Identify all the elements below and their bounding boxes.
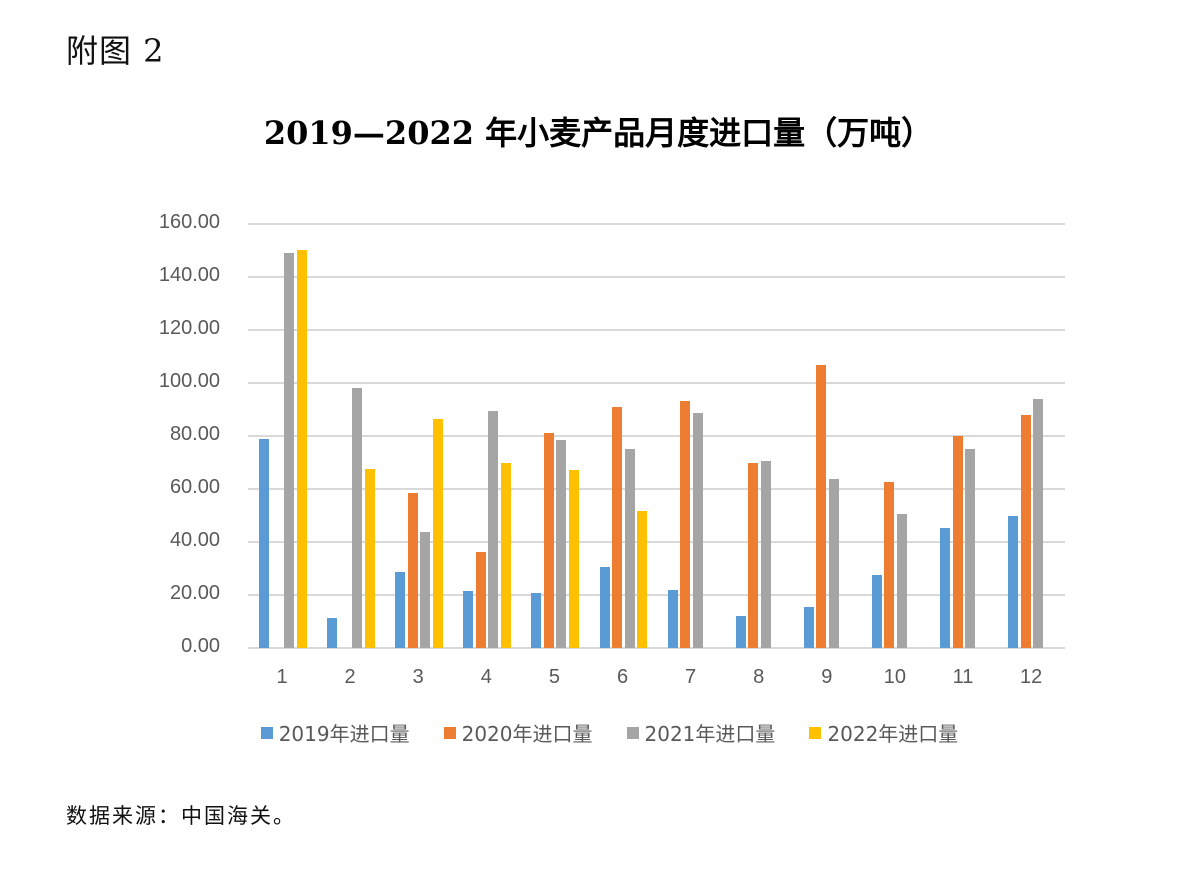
bar-2020-month-8 bbox=[748, 462, 759, 648]
bar-2020-month-6 bbox=[612, 407, 622, 648]
figure-label: 附图 2 bbox=[66, 32, 165, 70]
bar-2020-month-9 bbox=[816, 364, 827, 648]
bar-2021-month-7 bbox=[692, 413, 703, 648]
bar-2021-month-9 bbox=[828, 478, 839, 648]
x-tick-label: 3 bbox=[412, 666, 424, 688]
bar-2022-month-4 bbox=[500, 463, 511, 648]
y-tick-label: 40.00 bbox=[169, 529, 220, 551]
y-tick-label: 20.00 bbox=[169, 582, 220, 604]
x-tick-label: 6 bbox=[616, 666, 629, 688]
bar-2021-month-1 bbox=[284, 253, 294, 648]
gridline bbox=[248, 223, 1065, 225]
bar-2020-month-7 bbox=[680, 401, 691, 648]
y-tick-label: 120.00 bbox=[158, 317, 220, 339]
bar-2019-month-3 bbox=[395, 572, 406, 648]
bar-2020-month-11 bbox=[952, 436, 963, 648]
bar-2019-month-6 bbox=[599, 566, 610, 648]
bar-2022-month-6 bbox=[637, 510, 647, 648]
bar-2021-month-4 bbox=[488, 411, 499, 648]
bar-2020-month-10 bbox=[884, 481, 895, 648]
legend-label: 2021年进口量 bbox=[644, 722, 776, 746]
y-tick-label: 80.00 bbox=[169, 423, 220, 445]
bar-2019-month-7 bbox=[667, 589, 678, 648]
legend-item: 2019年进口量 bbox=[260, 718, 410, 747]
bar-2021-month-8 bbox=[760, 460, 771, 648]
gridline bbox=[248, 541, 1065, 543]
bar-2021-month-2 bbox=[352, 388, 363, 648]
x-tick-label: 8 bbox=[753, 666, 765, 688]
bar-2019-month-12 bbox=[1008, 516, 1019, 648]
bar-2020-month-12 bbox=[1020, 414, 1031, 648]
bar-2020-month-5 bbox=[543, 432, 554, 648]
bar-2019-month-4 bbox=[463, 591, 474, 648]
gridline bbox=[248, 488, 1065, 490]
y-tick-label: 0.00 bbox=[181, 635, 220, 657]
x-tick-label: 1 bbox=[276, 666, 288, 688]
gridline bbox=[248, 435, 1065, 437]
x-tick-label: 12 bbox=[1019, 666, 1043, 688]
bar-2021-month-5 bbox=[556, 440, 567, 648]
y-tick-label: 160.00 bbox=[158, 211, 220, 233]
gridline bbox=[248, 329, 1065, 331]
bar-2019-month-10 bbox=[871, 574, 882, 648]
bar-2019-month-9 bbox=[803, 606, 814, 648]
bar-2019-month-11 bbox=[940, 527, 950, 648]
chart-legend: 2019年进口量 2020年进口量 2021年进口量 2022年进口量 bbox=[0, 718, 1197, 747]
legend-item: 2021年进口量 bbox=[626, 718, 776, 747]
legend-label: 2022年进口量 bbox=[827, 722, 959, 746]
bar-2020-month-3 bbox=[407, 492, 418, 648]
bar-2022-month-3 bbox=[432, 419, 443, 648]
bar-2022-month-2 bbox=[364, 468, 375, 648]
y-tick-label: 60.00 bbox=[169, 476, 220, 498]
legend-swatch-icon bbox=[626, 726, 639, 739]
bar-2019-month-8 bbox=[735, 615, 746, 648]
legend-label: 2020年进口量 bbox=[461, 722, 593, 746]
legend-swatch-icon bbox=[443, 726, 456, 739]
bar-2022-month-5 bbox=[568, 469, 579, 648]
bar-2022-month-1 bbox=[296, 249, 307, 648]
legend-item: 2022年进口量 bbox=[809, 718, 958, 747]
bar-2020-month-4 bbox=[475, 552, 486, 648]
bar-2019-month-5 bbox=[531, 592, 542, 648]
x-tick-label: 10 bbox=[883, 666, 907, 688]
bar-2021-month-3 bbox=[420, 532, 431, 648]
legend-item: 2020年进口量 bbox=[443, 718, 593, 747]
bar-2021-month-12 bbox=[1033, 399, 1044, 648]
gridline bbox=[248, 647, 1065, 649]
x-tick-label: 11 bbox=[952, 666, 974, 688]
gridline bbox=[248, 276, 1065, 278]
gridline bbox=[248, 382, 1065, 384]
x-tick-label: 4 bbox=[480, 666, 492, 688]
bar-2019-month-2 bbox=[327, 617, 338, 648]
bar-2021-month-6 bbox=[624, 449, 635, 648]
bar-2019-month-1 bbox=[259, 439, 269, 648]
plot-area: 0.00 20.00 40.00 60.00 80.00 100.00 120.00 140.… bbox=[158, 211, 1065, 688]
source-note: 数据来源：中国海关。 bbox=[66, 804, 296, 828]
chart-title: 2019—2022 年小麦产品月度进口量（万吨） bbox=[263, 114, 934, 152]
legend-swatch-icon bbox=[260, 726, 273, 739]
x-tick-label: 7 bbox=[685, 666, 697, 688]
legend-swatch-icon bbox=[809, 726, 822, 739]
x-tick-label: 5 bbox=[548, 666, 560, 688]
bar-2021-month-11 bbox=[965, 449, 975, 648]
gridline bbox=[248, 594, 1065, 596]
legend-label: 2019年进口量 bbox=[278, 722, 410, 746]
bar-2021-month-10 bbox=[896, 514, 907, 648]
y-tick-label: 140.00 bbox=[158, 264, 220, 286]
x-tick-label: 9 bbox=[821, 666, 833, 688]
x-tick-label: 2 bbox=[344, 666, 356, 688]
y-tick-label: 100.00 bbox=[158, 370, 220, 392]
